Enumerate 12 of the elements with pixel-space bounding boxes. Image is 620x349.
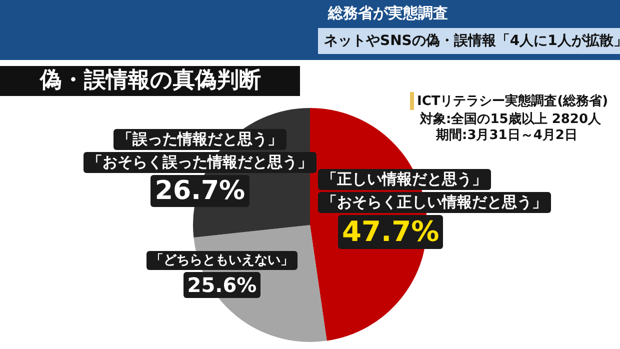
chart-title: 偽・誤情報の真偽判断: [0, 66, 300, 96]
data-label: 25.6%: [183, 272, 261, 298]
slice-label: 「誤った情報だと思う」「おそらく誤った情報だと思う」: [86, 129, 314, 173]
text: 期間:3月31日～4月2日: [436, 127, 578, 144]
data-label: 26.7%: [150, 175, 250, 207]
data-label: 47.7%: [338, 215, 444, 249]
slice-label: 「正しい情報だと思う」「おそらく正しい情報だと思う」: [321, 169, 548, 213]
text: 対象:全国の15歳以上 2820人: [420, 110, 601, 128]
chart-subtitle: ネットやSNSの偽・誤情報「4人に1人が拡散」: [318, 28, 620, 54]
text: ICTリテラシー実態調査(総務省): [410, 92, 608, 110]
slice-label: 「どちらともいえない」: [146, 251, 298, 270]
text: 総務省が実態調査: [328, 4, 448, 23]
